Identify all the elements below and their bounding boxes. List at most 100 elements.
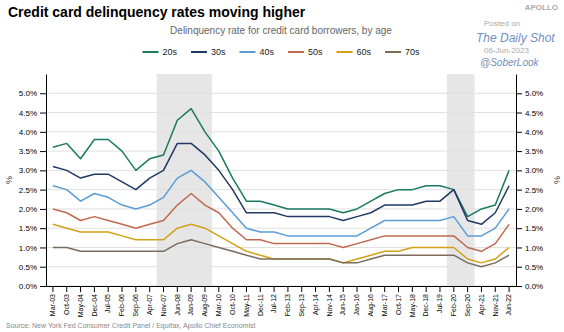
x-tick-label: Jul-12	[270, 294, 277, 313]
x-tick-mark	[163, 286, 164, 292]
x-tick: Oct-10	[229, 286, 236, 315]
x-tick-label: Oct-03	[63, 294, 70, 315]
x-tick-label: Oct-10	[229, 294, 236, 315]
x-tick-label: Feb-06	[118, 294, 125, 316]
x-tick: Sep-13	[298, 286, 306, 317]
y-axis-title: %	[4, 176, 14, 184]
y-tick-label: 1.5%	[19, 224, 37, 233]
x-tick-label: Jul-19	[436, 294, 443, 313]
x-tick: Nov-07	[160, 286, 167, 317]
annotation: APOLLO	[525, 3, 558, 12]
y2-tick-label: 4.5%	[525, 109, 543, 118]
x-tick-mark	[274, 286, 275, 292]
y-tick-mark	[40, 247, 46, 248]
x-tick: Jul-19	[436, 286, 443, 313]
x-tick-mark	[495, 286, 496, 292]
x-tick-label: Feb-20	[450, 294, 457, 316]
y2-tick: 2.0%	[516, 205, 543, 214]
y-tick-label: 5.0%	[19, 89, 37, 98]
x-tick-mark	[204, 286, 205, 292]
y2-tick-label: 0.0%	[525, 282, 543, 291]
y2-tick-mark	[516, 228, 522, 229]
x-tick-mark	[453, 286, 454, 292]
y2-tick-label: 2.0%	[525, 205, 543, 214]
x-tick-label: Mar-17	[381, 294, 388, 316]
y-tick: 3.0%	[19, 166, 46, 175]
y2-tick-label: 1.0%	[525, 244, 543, 253]
x-tick: Jun-15	[339, 286, 346, 315]
series-line	[53, 143, 509, 224]
y-tick-mark	[40, 113, 46, 114]
x-tick: Apr-07	[146, 286, 154, 315]
x-tick: Mar-17	[381, 286, 388, 316]
y-tick: 0.5%	[19, 263, 46, 272]
x-tick-mark	[509, 286, 510, 292]
x-tick-label: Aug-16	[367, 294, 375, 317]
x-tick-mark	[232, 286, 233, 292]
grid-line	[46, 112, 516, 113]
x-tick: Sep-06	[132, 286, 140, 317]
x-tick: Aug-09	[201, 286, 209, 317]
x-tick: May-04	[77, 286, 85, 317]
x-tick-mark	[246, 286, 247, 292]
legend-swatch	[191, 51, 207, 53]
x-tick-label: Sep-06	[132, 294, 140, 317]
y2-tick: 1.0%	[516, 244, 543, 253]
y-tick: 1.0%	[19, 244, 46, 253]
y-tick-mark	[40, 286, 46, 287]
x-tick: Feb-06	[118, 286, 125, 316]
y-tick: 0.0%	[19, 282, 46, 291]
x-tick: Feb-13	[284, 286, 291, 316]
x-tick-label: Dec-11	[257, 294, 264, 316]
x-tick: Aug-16	[367, 286, 375, 317]
x-tick-mark	[52, 286, 53, 292]
y2-tick-mark	[516, 267, 522, 268]
lines	[53, 109, 509, 267]
x-tick-mark	[398, 286, 399, 292]
y2-tick-mark	[516, 93, 522, 94]
y-tick-mark	[40, 151, 46, 152]
x-tick-label: Jun-15	[339, 294, 346, 316]
legend-label: 50s	[308, 47, 323, 57]
y-tick-label: 2.5%	[19, 186, 37, 195]
x-tick-mark	[384, 286, 385, 292]
y2-tick: 4.0%	[516, 128, 543, 137]
x-tick-label: Apr-14	[312, 294, 320, 315]
y2-tick-mark	[516, 209, 522, 210]
x-tick-label: Sep-20	[464, 294, 472, 317]
y-tick-mark	[40, 209, 46, 210]
x-tick: Jul-12	[270, 286, 277, 313]
y2-tick-mark	[516, 286, 522, 287]
y-tick-label: 4.5%	[19, 109, 37, 118]
y-tick: 2.5%	[19, 186, 46, 195]
subtitle: Delinquency rate for credit card borrowe…	[170, 25, 392, 36]
y2-tick-mark	[516, 132, 522, 133]
x-tick: Dec-18	[422, 286, 429, 317]
y2-tick-mark	[516, 190, 522, 191]
y-tick-label: 3.0%	[19, 166, 37, 175]
legend-item: 60s	[337, 47, 372, 57]
y2-tick: 0.0%	[516, 282, 543, 291]
y2-tick: 3.0%	[516, 166, 543, 175]
legend-item: 40s	[239, 47, 274, 57]
x-tick-label: Jun-08	[174, 294, 181, 316]
legend-item: 20s	[142, 47, 177, 57]
x-tick-mark	[149, 286, 150, 292]
legend-label: 20s	[162, 47, 177, 57]
x-tick-mark	[412, 286, 413, 292]
grid-line	[46, 93, 516, 94]
x-tick-mark	[122, 286, 123, 292]
y-tick-label: 4.0%	[19, 128, 37, 137]
bands	[157, 74, 475, 286]
x-tick-mark	[370, 286, 371, 292]
x-tick-mark	[80, 286, 81, 292]
grid-line	[46, 170, 516, 171]
x-tick-mark	[439, 286, 440, 292]
x-tick-label: Aug-09	[201, 294, 209, 317]
y-axis: 0.0%0.5%1.0%1.5%2.0%2.5%3.0%3.5%4.0%4.5%…	[19, 75, 47, 292]
x-tick-mark	[329, 286, 330, 292]
legend-item: 30s	[191, 47, 226, 57]
x-tick-mark	[467, 286, 468, 292]
x-tick-label: Nov-07	[160, 294, 167, 317]
legend-swatch	[239, 51, 255, 53]
